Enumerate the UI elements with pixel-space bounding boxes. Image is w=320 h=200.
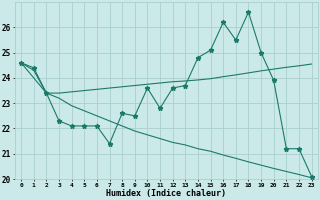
X-axis label: Humidex (Indice chaleur): Humidex (Indice chaleur): [106, 189, 226, 198]
